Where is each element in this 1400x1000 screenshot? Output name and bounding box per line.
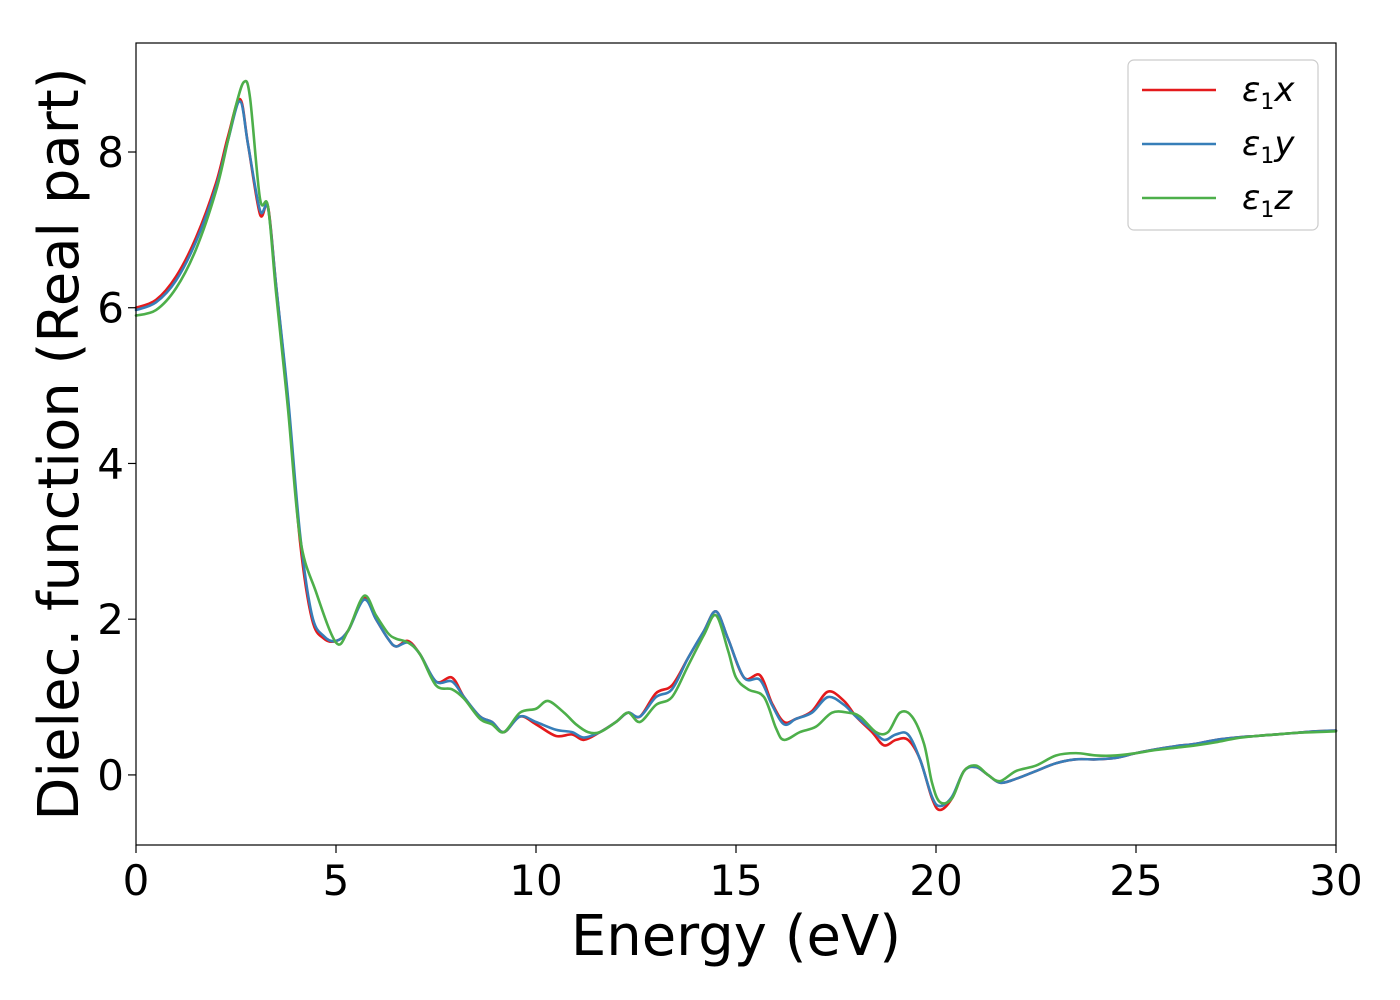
series-layer [134, 79, 1338, 812]
x-tick-label: 10 [509, 856, 562, 905]
x-axis-label: Energy (eV) [571, 904, 901, 969]
y-tick-label: 2 [97, 595, 124, 644]
legend-label-y: ε1y [1242, 124, 1295, 169]
x-tick-label: 15 [709, 856, 762, 905]
legend-label-z: ε1z [1242, 178, 1293, 223]
y-axis-label: Dielec. function (Real part) [27, 67, 92, 820]
x-tick-label: 0 [123, 856, 150, 905]
x-tick-label: 20 [909, 856, 962, 905]
y-tick-label: 4 [97, 439, 124, 488]
x-tick-label: 25 [1109, 856, 1162, 905]
x-tick-label: 30 [1309, 856, 1362, 905]
x-axis-ticks: 0 5 10 15 20 25 30 [123, 845, 1363, 905]
series-line-z [134, 79, 1338, 805]
legend-label-x: ε1x [1242, 70, 1295, 115]
y-tick-label: 8 [97, 128, 124, 177]
legend-box [1127, 59, 1319, 231]
series-line-y [134, 100, 1338, 808]
legend: ε1x ε1y ε1z [1127, 59, 1319, 231]
y-tick-label: 0 [97, 751, 124, 800]
y-axis-ticks: 0 2 4 6 8 [97, 128, 136, 800]
y-tick-label: 6 [97, 284, 124, 333]
x-tick-label: 5 [323, 856, 350, 905]
